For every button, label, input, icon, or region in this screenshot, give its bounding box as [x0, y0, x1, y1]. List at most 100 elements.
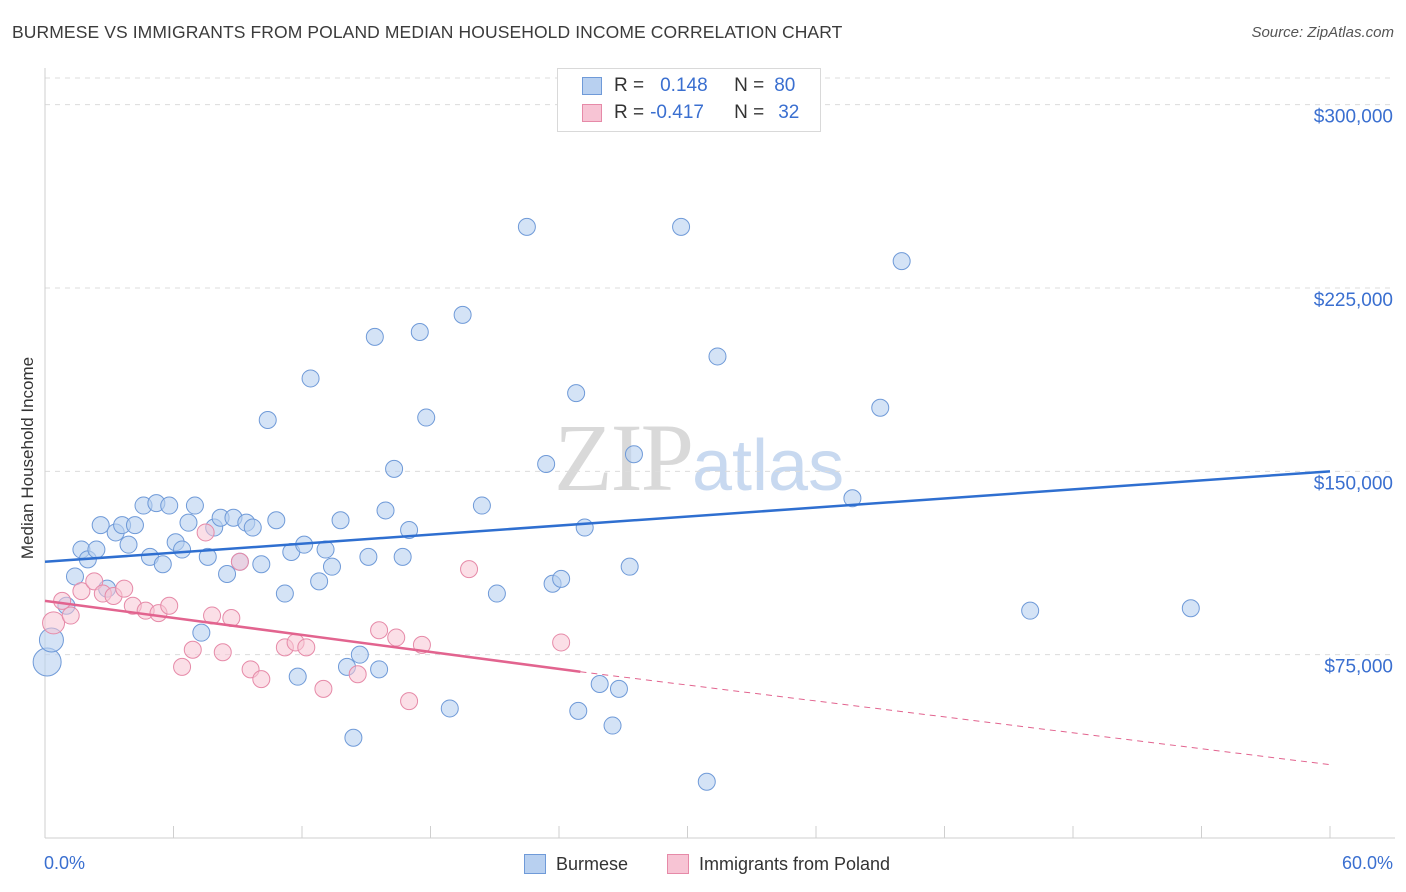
- burmese-point: [376, 501, 395, 520]
- burmese-points: [32, 217, 1200, 791]
- burmese-point: [32, 647, 62, 677]
- burmese-trend-line: [44, 470, 1331, 564]
- burmese-point: [575, 518, 594, 537]
- burmese-point: [440, 699, 459, 718]
- poland-point: [230, 552, 249, 571]
- y-tick-label: $75,000: [1324, 657, 1393, 678]
- burmese-point: [258, 411, 277, 429]
- burmese-point: [567, 384, 586, 403]
- burmese-point: [243, 518, 262, 537]
- legend-item-burmese: Burmese: [524, 852, 628, 876]
- burmese-point: [301, 369, 320, 388]
- burmese-point: [119, 535, 138, 554]
- y-tick-label: $225,000: [1314, 290, 1393, 311]
- burmese-point: [322, 557, 341, 576]
- tick-labels: $75,000 $150,000 $225,000 $300,000 0.0% 60.0%: [44, 107, 1393, 873]
- poland-point: [115, 579, 134, 598]
- x-tick-label: 0.0%: [44, 853, 85, 873]
- burmese-point: [87, 540, 106, 559]
- burmese-point: [1021, 601, 1040, 620]
- poland-point: [213, 643, 232, 662]
- r-value: -0.417: [650, 102, 704, 123]
- burmese-point: [252, 555, 271, 574]
- burmese-point: [487, 584, 506, 603]
- burmese-point: [267, 511, 286, 530]
- poland-point: [348, 665, 367, 684]
- burmese-point: [552, 569, 571, 588]
- burmese-point: [125, 516, 144, 535]
- poland-point: [61, 606, 80, 625]
- n-value: 32: [778, 102, 800, 123]
- burmese-point: [697, 772, 716, 791]
- burmese-point: [198, 547, 217, 566]
- grid-lines: [45, 77, 1395, 656]
- legend-item-poland: Immigrants from Poland: [667, 852, 890, 876]
- poland-point: [460, 560, 479, 579]
- burmese-point: [91, 516, 110, 535]
- r-label: R =: [614, 75, 645, 96]
- burmese-point: [892, 252, 911, 271]
- burmese-point: [153, 555, 172, 574]
- burmese-point: [624, 445, 643, 464]
- burmese-point: [400, 521, 419, 539]
- r-label: R =: [614, 102, 645, 123]
- burmese-point: [331, 511, 350, 530]
- poland-point: [85, 572, 104, 591]
- poland-points: [42, 523, 571, 711]
- poland-point: [370, 621, 389, 640]
- poland-point: [183, 640, 202, 659]
- r-value: 0.148: [660, 75, 708, 96]
- y-tick-label: $150,000: [1314, 473, 1393, 494]
- n-label: N =: [734, 75, 765, 96]
- burmese-point: [1181, 599, 1200, 618]
- stats-legend: R = 0.148 N = 80 R = -0.417 N = 32: [557, 68, 821, 132]
- burmese-point: [537, 455, 556, 473]
- poland-point: [387, 628, 406, 647]
- poland-point: [53, 591, 72, 610]
- burmese-point: [370, 660, 389, 679]
- burmese-point: [453, 305, 472, 324]
- poland-trend-extension: [580, 671, 1331, 766]
- burmese-point: [609, 679, 628, 698]
- x-tick-label: 60.0%: [1342, 853, 1393, 873]
- burmese-point: [185, 496, 204, 515]
- n-value: 80: [774, 75, 796, 96]
- source-label: Source: ZipAtlas.com: [1251, 24, 1394, 41]
- legend-row-burmese: R = 0.148 N = 80: [582, 73, 795, 99]
- poland-point: [552, 633, 571, 652]
- burmese-point: [517, 217, 536, 236]
- axes: [44, 68, 1395, 839]
- burmese-point: [350, 645, 369, 664]
- trend-lines: [44, 470, 1331, 766]
- poland-point: [297, 638, 316, 657]
- burmese-point: [192, 623, 211, 642]
- burmese-point: [160, 496, 179, 515]
- zipatlas-watermark: ZIPatlas: [554, 404, 845, 511]
- burmese-point: [410, 323, 429, 341]
- poland-point: [252, 670, 271, 689]
- burmese-point: [417, 408, 436, 427]
- burmese-point: [603, 716, 622, 735]
- poland-swatch: [582, 104, 602, 122]
- burmese-point: [218, 565, 237, 583]
- y-tick-label: $300,000: [1314, 107, 1393, 128]
- poland-point: [400, 692, 419, 711]
- burmese-point: [843, 489, 862, 508]
- chart-title: BURMESE VS IMMIGRANTS FROM POLAND MEDIAN…: [12, 22, 843, 42]
- burmese-point: [275, 584, 294, 603]
- burmese-point: [569, 701, 588, 720]
- burmese-swatch: [582, 77, 602, 95]
- burmese-point: [310, 572, 329, 591]
- poland-point: [160, 596, 179, 615]
- burmese-point: [393, 547, 412, 566]
- burmese-legend-swatch: [524, 854, 546, 874]
- poland-point: [173, 657, 192, 676]
- burmese-point: [385, 459, 404, 478]
- poland-legend-label: Immigrants from Poland: [699, 853, 891, 874]
- burmese-point: [173, 540, 192, 559]
- poland-point: [314, 679, 333, 698]
- burmese-point: [620, 557, 639, 576]
- poland-point: [72, 582, 91, 601]
- poland-legend-swatch: [667, 854, 689, 874]
